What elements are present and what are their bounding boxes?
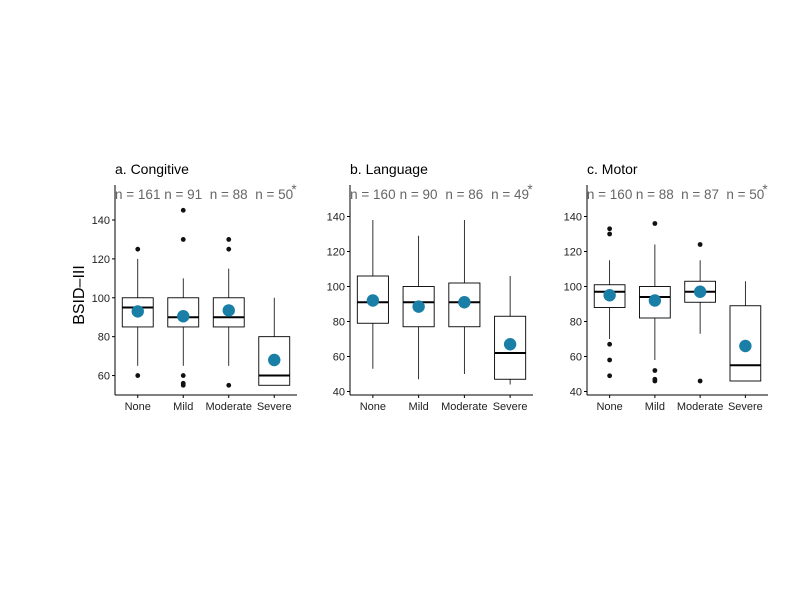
significance-marker: * — [291, 182, 297, 197]
panel-title: a. Congitive — [115, 161, 189, 177]
y-tick-label: 100 — [92, 293, 110, 305]
x-tick-label: None — [360, 401, 386, 413]
n-label: n = 91 — [164, 187, 202, 202]
mean-marker — [603, 289, 616, 302]
y-tick-label: 80 — [333, 317, 345, 329]
n-label: n = 90 — [400, 187, 438, 202]
x-tick-label: Severe — [493, 401, 528, 413]
panel-2: b. Language 40 60 80 100 120 140 None n = 160 Mil… — [327, 161, 534, 413]
outlier-point — [607, 231, 613, 237]
box-mild — [167, 207, 200, 388]
x-tick-label: Moderate — [441, 401, 487, 413]
outlier-point — [180, 237, 186, 242]
y-axis-title: BSID–III — [71, 265, 88, 325]
mean-marker — [366, 294, 380, 307]
x-tick-label: Severe — [257, 401, 292, 413]
n-label: n = 161 — [115, 187, 160, 202]
y-tick-label: 120 — [564, 247, 582, 259]
n-label: n = 160 — [350, 187, 395, 202]
x-tick-label: Moderate — [677, 401, 723, 413]
panel-title: b. Language — [350, 161, 428, 177]
x-tick-label: None — [596, 401, 622, 413]
y-tick-label: 120 — [92, 254, 110, 266]
y-tick-label: 80 — [570, 317, 582, 329]
mean-marker — [458, 296, 471, 309]
mean-marker — [131, 305, 144, 318]
box-mild — [639, 221, 671, 384]
outlier-point — [135, 246, 141, 252]
outlier-point — [226, 237, 232, 242]
box-moderate — [212, 237, 245, 388]
n-label: n = 50 — [255, 187, 293, 202]
n-label: n = 50 — [726, 187, 764, 202]
outlier-point — [226, 246, 232, 252]
y-tick-label: 100 — [564, 282, 582, 294]
outlier-point — [607, 226, 613, 232]
y-tick-label: 120 — [327, 247, 345, 259]
outlier-point — [607, 357, 613, 363]
outlier-point — [652, 368, 658, 373]
outlier-point — [697, 242, 703, 247]
panel-3: c. Motor 40 60 80 100 120 140 None n = 160 Mild n … — [564, 161, 769, 413]
outlier-point — [180, 380, 186, 386]
y-tick-label: 80 — [98, 332, 110, 344]
x-tick-label: Mild — [645, 401, 665, 413]
outlier-point — [226, 382, 232, 388]
y-tick-label: 60 — [98, 371, 110, 383]
n-label: n = 49 — [491, 187, 529, 202]
n-label: n = 160 — [587, 187, 632, 202]
box-none — [356, 220, 389, 369]
x-tick-label: None — [125, 401, 151, 413]
x-tick-label: Mild — [409, 401, 429, 413]
outlier-point — [697, 378, 703, 384]
x-tick-label: Severe — [728, 401, 763, 413]
y-tick-label: 100 — [327, 282, 345, 294]
y-tick-label: 140 — [92, 215, 110, 227]
x-tick-label: Mild — [173, 401, 193, 413]
y-tick-label: 60 — [570, 352, 582, 364]
significance-marker: * — [527, 182, 533, 197]
outlier-point — [652, 376, 658, 382]
n-label: n = 88 — [210, 187, 248, 202]
panels: a. Congitive 60 80 100 120 140 None n = 161 Mild… — [92, 161, 769, 413]
mean-marker — [693, 285, 707, 298]
y-tick-label: 140 — [564, 212, 582, 224]
box-severe — [729, 281, 762, 382]
panel-1: a. Congitive 60 80 100 120 140 None n = 161 Mild… — [92, 161, 298, 413]
outlier-point — [652, 221, 658, 226]
x-tick-label: Moderate — [206, 401, 252, 413]
outlier-point — [607, 373, 613, 379]
mean-marker — [222, 304, 235, 317]
y-tick-label: 40 — [570, 387, 582, 399]
n-label: n = 88 — [636, 187, 674, 202]
significance-marker: * — [762, 182, 768, 197]
box-none — [121, 246, 154, 378]
mean-marker — [739, 339, 752, 353]
box-severe — [258, 297, 291, 386]
panel-title: c. Motor — [587, 161, 638, 177]
box-mild — [402, 235, 435, 380]
mean-marker — [503, 338, 517, 351]
box-moderate — [684, 242, 716, 384]
y-tick-label: 140 — [327, 212, 345, 224]
outlier-point — [180, 373, 186, 378]
outlier-point — [607, 341, 613, 347]
n-label: n = 86 — [445, 187, 483, 202]
mean-marker — [648, 294, 662, 307]
box-moderate — [448, 220, 481, 374]
box-none — [593, 226, 626, 379]
n-label: n = 87 — [681, 187, 719, 202]
outlier-point — [135, 373, 141, 378]
mean-marker — [268, 353, 281, 367]
y-tick-label: 60 — [333, 352, 345, 364]
box-severe — [494, 276, 527, 385]
mean-marker — [177, 310, 190, 323]
iqr-box — [121, 297, 154, 328]
y-tick-label: 40 — [333, 387, 345, 399]
outlier-point — [180, 207, 186, 213]
mean-marker — [412, 300, 425, 313]
